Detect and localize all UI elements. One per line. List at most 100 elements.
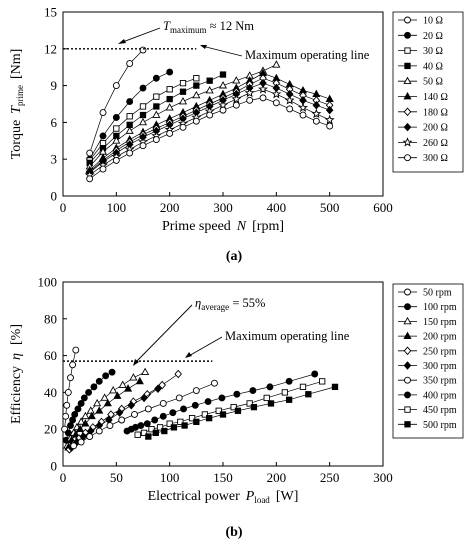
legend-label: 50 rpm: [423, 288, 452, 299]
annotation-tmaximum: Tmaximum ≈ 12 Nm: [163, 19, 254, 35]
legend-label: 140 Ω: [423, 92, 448, 103]
legend-marker: [403, 346, 412, 356]
series-450-rpm: [134, 378, 326, 438]
data-point: [107, 410, 115, 419]
legend-marker: [404, 376, 411, 384]
data-point: [112, 156, 120, 164]
series-50-rpm: [61, 346, 80, 433]
legend-label: 250 rpm: [423, 346, 457, 357]
annotation-arrowhead: [118, 39, 126, 44]
legend-marker: [404, 303, 411, 311]
x-axis-title-text: Prime speed: [162, 219, 231, 234]
data-point: [152, 136, 160, 144]
x-tick-label: 150: [213, 470, 233, 485]
data-point: [138, 117, 148, 126]
data-point: [154, 384, 162, 393]
data-point: [311, 370, 319, 378]
data-point: [86, 433, 94, 441]
annotation-leader: [186, 336, 223, 358]
data-point: [206, 77, 213, 84]
data-point: [152, 74, 160, 82]
data-point: [113, 391, 122, 399]
data-point: [127, 401, 136, 410]
y-tick-label: 40: [44, 385, 57, 400]
legend-marker: [404, 62, 411, 70]
data-point: [62, 412, 70, 420]
annotation-max-operating-line: Maximum operating line: [225, 329, 350, 343]
data-point: [72, 346, 80, 354]
data-point: [193, 82, 200, 89]
data-point: [106, 422, 114, 429]
data-point: [174, 369, 183, 379]
data-point: [211, 379, 218, 387]
y-tick-label: 60: [44, 348, 57, 363]
x-tick-label: 100: [160, 470, 180, 485]
series-300-Ω: [86, 94, 334, 183]
data-point: [115, 408, 124, 417]
series-500-rpm: [145, 383, 339, 440]
data-point: [71, 411, 79, 418]
data-point: [299, 383, 307, 391]
data-point: [267, 400, 275, 407]
data-point: [331, 383, 339, 391]
series-40-Ω: [86, 71, 227, 167]
data-point: [134, 431, 141, 438]
data-point: [76, 424, 85, 433]
series-10-Ω: [86, 46, 147, 157]
data-point: [112, 136, 121, 144]
x-tick-label: 600: [373, 200, 393, 215]
annotation-leader: [119, 27, 161, 44]
y-tick-label: 15: [44, 5, 57, 20]
annotation-arrowhead: [133, 359, 139, 366]
series-100-rpm: [62, 368, 116, 444]
panel-label: (b): [225, 525, 242, 540]
y-axis-subscript: prime: [15, 85, 25, 106]
y-axis-title-text: Efficiency: [9, 366, 24, 424]
data-point: [77, 399, 85, 407]
y-axis-symbol: T: [9, 105, 24, 114]
data-point: [153, 93, 160, 100]
data-point: [191, 401, 199, 409]
data-point: [246, 400, 253, 407]
legend-label: 300 rpm: [423, 361, 457, 372]
legend-label: 450 rpm: [423, 405, 457, 416]
data-point: [90, 383, 98, 391]
legend-label: 350 rpm: [423, 376, 457, 387]
data-point: [108, 368, 116, 376]
data-point: [151, 416, 159, 424]
data-point: [246, 96, 254, 104]
annotation-value: ≈ 12 Nm: [206, 19, 254, 33]
data-point: [175, 394, 183, 402]
x-tick-label: 0: [60, 470, 67, 485]
legend-label: 10 Ω: [423, 16, 443, 27]
data-point: [218, 81, 228, 89]
data-point: [232, 101, 240, 109]
legend-marker: [403, 316, 412, 325]
data-point: [81, 411, 90, 420]
data-point: [193, 418, 200, 425]
data-point: [152, 429, 159, 437]
data-point: [86, 406, 95, 414]
legend-marker: [404, 406, 411, 413]
data-point: [305, 391, 312, 398]
annotation-leader: [134, 304, 193, 364]
legend: 50 rpm 100 rpm 150 rpm 200 rpm 250 rpm 300 rp…: [392, 283, 464, 439]
data-point: [140, 393, 148, 403]
data-point: [139, 84, 147, 92]
series-400-rpm: [123, 370, 319, 435]
annotation-value: = 55%: [229, 296, 265, 310]
x-axis-title-text: Electrical power: [148, 489, 240, 504]
legend-marker: [403, 122, 412, 132]
data-point: [95, 377, 103, 385]
annotation-subscript: maximum: [170, 25, 207, 35]
data-point: [204, 398, 212, 406]
data-point: [153, 103, 160, 110]
y-axis-unit: [%]: [9, 324, 24, 345]
data-point: [102, 372, 110, 380]
data-point: [232, 76, 241, 84]
legend-marker: [403, 331, 412, 339]
y-tick-label: 12: [44, 41, 57, 56]
legend-marker: [403, 107, 412, 117]
series-20-Ω: [86, 68, 174, 163]
data-point: [250, 403, 258, 411]
